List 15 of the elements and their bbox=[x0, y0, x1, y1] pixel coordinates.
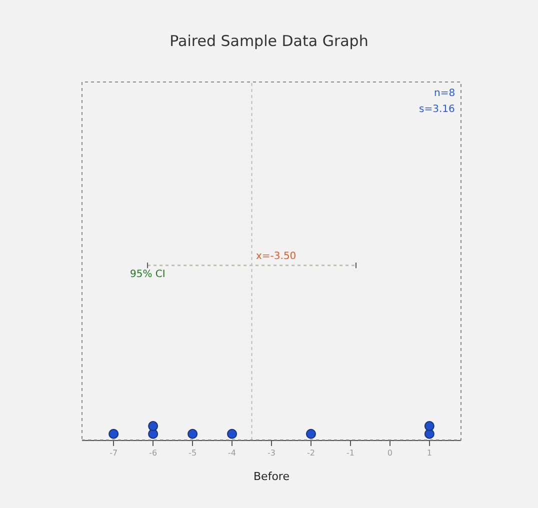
x-tick-label: -5 bbox=[188, 448, 197, 458]
x-axis-title: Before bbox=[254, 470, 290, 483]
x-tick-label: -2 bbox=[306, 448, 315, 458]
x-tick-label: -6 bbox=[149, 448, 158, 458]
chart-title: Paired Sample Data Graph bbox=[170, 32, 368, 50]
x-tick-label: -1 bbox=[346, 448, 354, 458]
x-tick-label: -4 bbox=[228, 448, 236, 458]
text: n=8 bbox=[434, 88, 456, 99]
text: s=3.16 bbox=[419, 104, 455, 115]
x-tick-label: -7 bbox=[110, 448, 118, 458]
x-tick-label: 1 bbox=[426, 448, 432, 458]
annotation: x=-3.50 bbox=[256, 251, 296, 262]
x-tick-label: -3 bbox=[268, 448, 276, 458]
annotation: 95% CI bbox=[130, 269, 166, 280]
x-tick-label: 0 bbox=[387, 448, 392, 458]
